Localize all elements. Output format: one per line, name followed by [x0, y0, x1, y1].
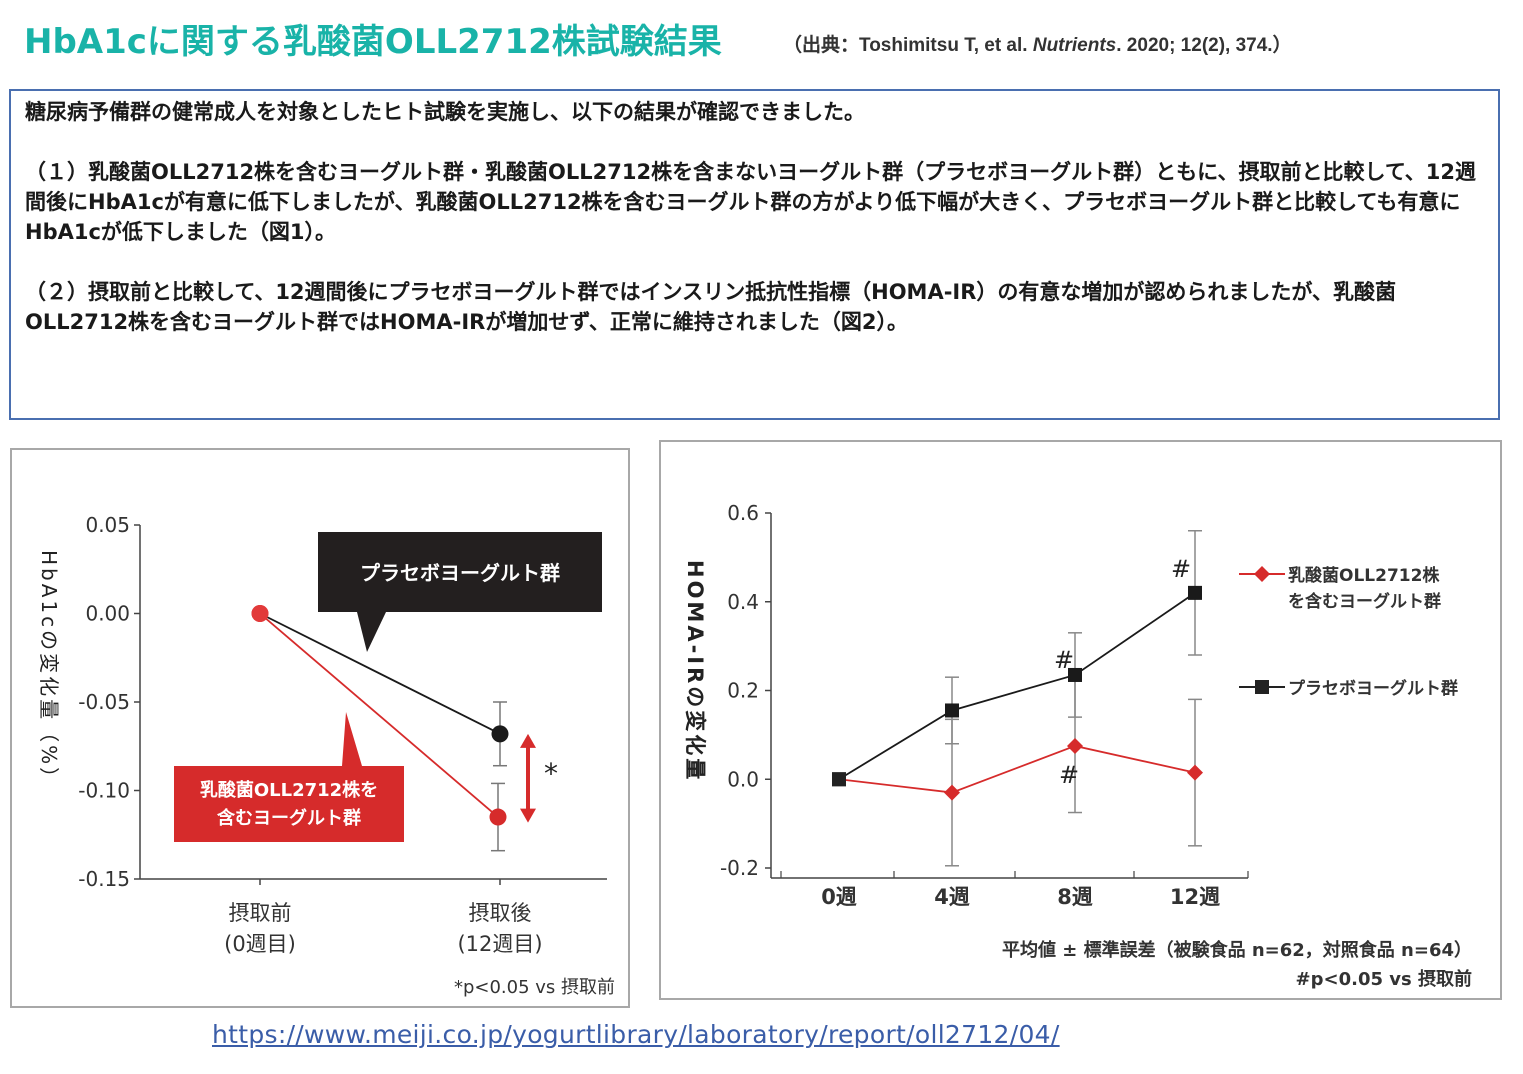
- x-tick-label: 0週: [821, 885, 857, 909]
- summary-box: 糖尿病予備群の健常成人を対象としたヒト試験を実施し、以下の結果が確認できました。…: [9, 89, 1500, 420]
- summary-point-2: （２）摂取前と比較して、12週間後にプラセボヨーグルト群ではインスリン抵抗性指標…: [25, 280, 1396, 334]
- series-line: [838, 592, 1196, 781]
- y-axis-label: HbA1cの変化量（%）: [37, 550, 61, 790]
- significance-mark: #: [1171, 555, 1191, 583]
- legend-marker-oll2712: [1254, 566, 1270, 582]
- data-point: [1067, 737, 1083, 754]
- y-tick-label: 0.00: [85, 602, 130, 626]
- data-point: [944, 784, 960, 801]
- y-tick-label: -0.10: [78, 779, 130, 803]
- chart-homa-ir-panel: 0.6 0.4 0.2 0.0 -0.2 0週 4週 8週 12週 HOMA-IRの変化量 # # # 乳…: [659, 440, 1502, 1000]
- oll2712-callout: [174, 712, 404, 842]
- y-tick-label: 0.05: [85, 513, 130, 537]
- series-line: [838, 745, 1196, 794]
- data-point: [491, 725, 509, 743]
- citation-journal: Nutrients: [1032, 35, 1117, 56]
- summary-point-1: （１）乳酸菌OLL2712株を含むヨーグルト群・乳酸菌OLL2712株を含まない…: [25, 160, 1477, 244]
- placebo-callout-label: プラセボヨーグルト群: [360, 561, 560, 585]
- legend-label-placebo: プラセボヨーグルト群: [1288, 678, 1458, 699]
- data-point: [1188, 585, 1202, 600]
- x-tick-label: 12週: [1170, 885, 1220, 909]
- data-point: [251, 605, 269, 622]
- source-link[interactable]: https://www.meiji.co.jp/yogurtlibrary/la…: [212, 1020, 1060, 1049]
- y-tick-label: -0.15: [78, 867, 130, 891]
- y-tick-label: -0.05: [78, 690, 130, 714]
- significance-mark: #: [1054, 646, 1074, 674]
- y-tick-label: 0.0: [727, 767, 759, 791]
- y-tick-label: -0.2: [720, 856, 759, 880]
- summary-intro: 糖尿病予備群の健常成人を対象としたヒト試験を実施し、以下の結果が確認できました。: [25, 100, 865, 124]
- oll2712-callout-label: 乳酸菌OLL2712株を含むヨーグルト群: [200, 779, 378, 829]
- significance-star: *: [544, 757, 558, 790]
- y-axis-label: HOMA-IRの変化量: [683, 560, 707, 782]
- y-tick-label: 0.4: [727, 590, 759, 614]
- significance-mark: #: [1059, 761, 1079, 789]
- series-line: [259, 612, 499, 818]
- chart-hba1c: 0.05 0.00 -0.05 -0.10 -0.15 摂取前(0週目) 摂取後(12週目)…: [37, 513, 615, 998]
- page-title: HbA1cに関する乳酸菌OLL2712株試験結果: [24, 22, 722, 62]
- x-tick-label: 8週: [1057, 885, 1093, 909]
- y-tick-label: 0.6: [727, 501, 759, 525]
- citation-suffix: . 2020; 12(2), 374.）: [1116, 35, 1292, 56]
- data-point: [1187, 764, 1203, 781]
- legend-marker-placebo: [1255, 680, 1269, 694]
- data-point: [1068, 667, 1082, 682]
- footnote-stats: 平均値 ± 標準誤差（被験食品 n=62，対照食品 n=64）: [1002, 939, 1472, 961]
- footnote-significance: #p<0.05 vs 摂取前: [1296, 968, 1472, 990]
- y-tick-label: 0.2: [727, 679, 759, 703]
- placebo-callout: [318, 532, 602, 652]
- x-tick-label: 摂取前(0週目): [224, 901, 296, 956]
- citation: （出典：Toshimitsu T, et al. Nutrients. 2020…: [783, 30, 1292, 57]
- legend-label-oll2712: 乳酸菌OLL2712株を含むヨーグルト群: [1288, 565, 1441, 612]
- arrow-head-up: [520, 733, 536, 748]
- x-tick-label: 4週: [934, 885, 970, 909]
- chart-hba1c-panel: 0.05 0.00 -0.05 -0.10 -0.15 摂取前(0週目) 摂取後(12週目)…: [10, 448, 630, 1008]
- series-line: [259, 612, 501, 735]
- data-point: [832, 772, 846, 787]
- citation-prefix: （出典：Toshimitsu T, et al.: [783, 35, 1033, 56]
- data-point: [945, 703, 959, 718]
- data-point: [489, 808, 507, 826]
- x-tick-label: 摂取後(12週目): [457, 901, 542, 956]
- chart-homa-ir: 0.6 0.4 0.2 0.0 -0.2 0週 4週 8週 12週 HOMA-IRの変化量 # # # 乳…: [683, 501, 1472, 990]
- arrow-head-down: [520, 808, 536, 823]
- footnote: *p<0.05 vs 摂取前: [454, 977, 615, 998]
